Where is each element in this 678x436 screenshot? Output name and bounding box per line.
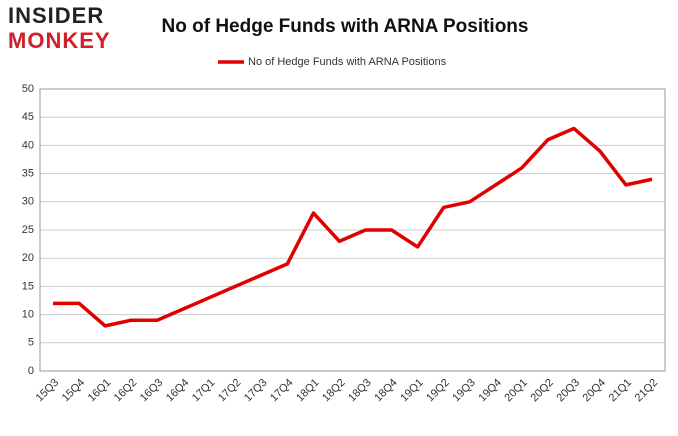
y-tick-label: 5 <box>28 337 34 349</box>
y-tick-label: 35 <box>22 168 34 180</box>
chart-title: No of Hedge Funds with ARNA Positions <box>162 16 529 37</box>
y-tick-label: 50 <box>22 83 34 95</box>
y-tick-label: 45 <box>22 111 34 123</box>
y-tick-label: 25 <box>22 224 34 236</box>
y-tick-label: 30 <box>22 196 34 208</box>
y-tick-label: 0 <box>28 365 34 377</box>
logo-bottom: MONKEY <box>8 28 111 53</box>
y-tick-label: 20 <box>22 252 34 264</box>
y-tick-label: 15 <box>22 280 34 292</box>
y-tick-label: 40 <box>22 139 34 151</box>
plot-border <box>39 88 666 372</box>
logo-top: INSIDER <box>8 3 104 28</box>
legend-label: No of Hedge Funds with ARNA Positions <box>248 56 447 68</box>
data-line <box>53 126 653 328</box>
y-tick-label: 10 <box>22 309 34 321</box>
